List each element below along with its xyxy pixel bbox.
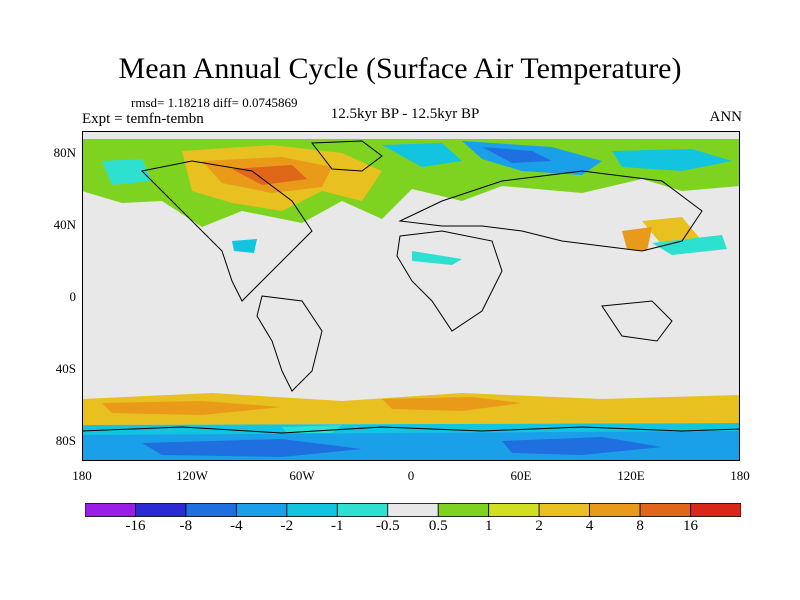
colorbar-label-7: 1 — [484, 518, 493, 534]
colorbar-label-4: -1 — [331, 518, 344, 534]
lat-tick-40s: 40S — [55, 361, 76, 376]
colorbar-box-0 — [85, 503, 136, 517]
season-label: ANN — [709, 109, 743, 125]
colorbar-label-11: 16 — [683, 518, 699, 534]
lon-tick-0: 0 — [407, 468, 415, 483]
colorbar — [85, 503, 741, 517]
colorbar-label-0: -16 — [125, 518, 146, 534]
colorbar-label-6: 0.5 — [428, 518, 448, 534]
colorbar-label-8: 2 — [535, 518, 543, 534]
colorbar-label-2: -4 — [230, 518, 243, 534]
colorbar-box-3 — [235, 503, 288, 517]
colorbar-box-8 — [488, 503, 540, 517]
lon-tick-120w: 120W — [176, 468, 208, 483]
colorbar-box-12 — [690, 503, 741, 517]
lon-tick-60e: 60E — [510, 468, 532, 483]
colorbar-label-9: 4 — [585, 518, 594, 534]
coastlines — [82, 140, 740, 434]
colorbar-box-4 — [286, 503, 338, 517]
lon-tick-180e: 180 — [730, 468, 750, 483]
lon-tick-120e: 120E — [617, 468, 645, 483]
lat-tick-0: 0 — [69, 289, 77, 304]
africa-coast — [396, 230, 503, 332]
eurasia-coast — [398, 170, 703, 252]
stats-label: rmsd= 1.18218 diff= 0.0745869 — [131, 95, 298, 110]
lon-tick-60w: 60W — [289, 468, 315, 483]
lat-tick-80n: 80N — [53, 145, 76, 160]
map-frame — [82, 131, 740, 461]
colorbar-label-5: -0.5 — [375, 518, 400, 534]
lon-tick-180w: 180 — [72, 468, 92, 483]
arctic-anomaly-field — [82, 139, 740, 265]
lat-tick-80s: 80S — [55, 433, 76, 448]
period-label: 12.5kyr BP - 12.5kyr BP — [330, 106, 480, 122]
experiment-label: Expt = temfn-tembn — [82, 111, 204, 127]
lat-tick-40n: 40N — [53, 217, 76, 232]
colorbar-box-11 — [639, 503, 691, 517]
colorbar-box-9 — [538, 503, 591, 517]
temperature-anomaly-map — [82, 131, 740, 461]
greenland-coast — [311, 140, 383, 172]
colorbar-label-10: 8 — [636, 518, 644, 534]
colorbar-box-6 — [387, 503, 439, 517]
chart-title: Mean Annual Cycle (Surface Air Temperatu… — [118, 52, 682, 85]
colorbar-box-1 — [135, 503, 187, 517]
colorbar-label-3: -2 — [280, 518, 294, 534]
colorbar-label-1: -8 — [179, 518, 193, 534]
southern-anomaly-field — [82, 393, 740, 461]
colorbar-box-7 — [437, 503, 490, 517]
colorbar-box-5 — [336, 503, 389, 517]
colorbar-box-10 — [589, 503, 641, 517]
south-america-coast — [256, 295, 323, 392]
australia-coast — [601, 300, 673, 342]
antarctica-coast — [82, 426, 740, 434]
north-america-coast — [140, 160, 313, 302]
colorbar-box-2 — [185, 503, 237, 517]
